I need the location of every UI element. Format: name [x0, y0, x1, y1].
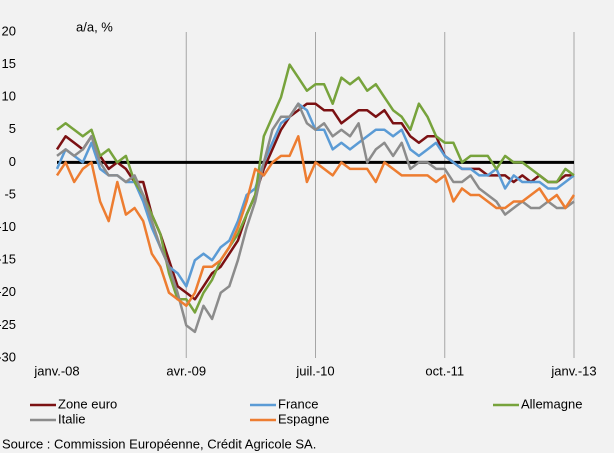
- x-tick-label: janv.-08: [33, 363, 79, 378]
- legend-label: Zone euro: [58, 396, 117, 411]
- y-tick-label: -30: [0, 349, 16, 364]
- y-axis-title: a/a, %: [76, 19, 113, 34]
- y-tick-label: 20: [2, 23, 16, 38]
- y-tick-label: -25: [0, 317, 16, 332]
- y-tick-label: -15: [0, 252, 16, 267]
- y-tick-label: 0: [9, 154, 16, 169]
- y-tick-label: 5: [9, 121, 16, 136]
- legend-label: Espagne: [278, 411, 329, 426]
- series-line: [55, 135, 576, 308]
- y-tick-label: -10: [0, 219, 16, 234]
- y-tick-label: 15: [2, 56, 16, 71]
- x-tick-label: avr.-09: [166, 363, 206, 378]
- legend-label: France: [278, 396, 318, 411]
- x-tick-label: juil.-10: [295, 363, 334, 378]
- legend-label: Italie: [58, 411, 85, 426]
- x-tick-label: oct.-11: [425, 363, 464, 378]
- x-tick-label: janv.-13: [550, 363, 596, 378]
- y-tick-label: -5: [4, 186, 16, 201]
- y-tick-label: 10: [2, 89, 16, 104]
- y-tick-label: -20: [0, 284, 16, 299]
- legend-label: Allemagne: [521, 396, 582, 411]
- source-note: Source : Commission Européenne, Crédit A…: [2, 436, 316, 451]
- series-line: [56, 102, 575, 334]
